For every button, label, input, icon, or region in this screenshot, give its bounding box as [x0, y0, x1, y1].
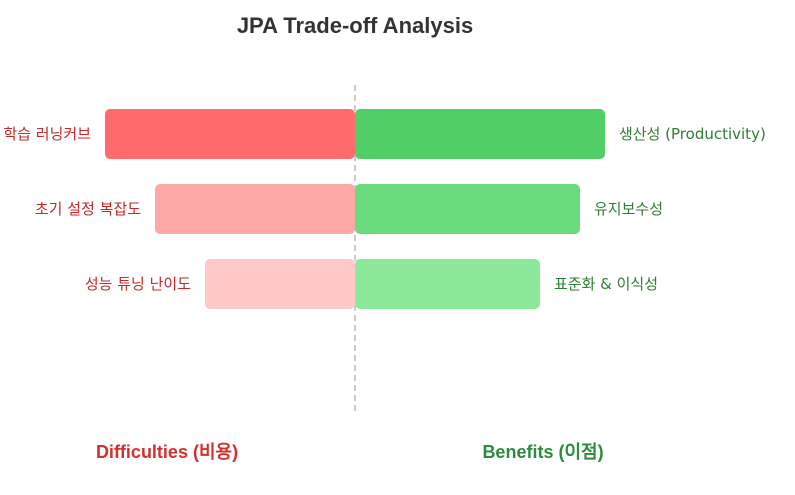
difficulty-label-3: 성능 튜닝 난이도	[85, 275, 191, 293]
difficulty-label-2: 초기 설정 복잡도	[35, 200, 141, 218]
benefit-label-2: 유지보수성	[594, 200, 663, 218]
difficulty-bar-3	[205, 259, 355, 309]
difficulties-footer-label: Difficulties (비용)	[96, 442, 238, 462]
benefits-footer-label: Benefits (이점)	[482, 442, 603, 462]
benefit-bar-1	[355, 109, 605, 159]
benefit-label-3: 표준화 & 이식성	[554, 275, 658, 293]
benefit-bar-3	[355, 259, 540, 309]
difficulty-bar-1	[105, 109, 355, 159]
chart-title: JPA Trade-off Analysis	[237, 13, 473, 38]
benefit-label-1: 생산성 (Productivity)	[619, 125, 766, 143]
benefit-bar-2	[355, 184, 580, 234]
difficulty-label-1: 학습 러닝커브	[3, 125, 91, 143]
difficulty-bar-2	[155, 184, 355, 234]
